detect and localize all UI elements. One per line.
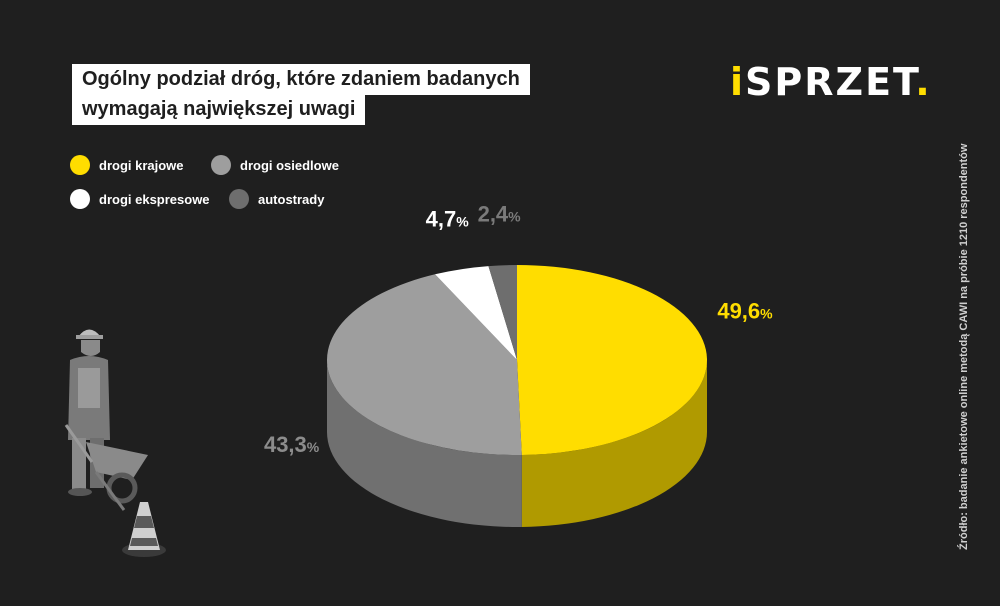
legend-label: drogi osiedlowe <box>240 157 339 173</box>
road-worker-illustration <box>64 329 166 557</box>
legend-swatch <box>70 189 90 209</box>
pie-slice-3 <box>435 266 517 360</box>
pie-slice-1 <box>517 265 708 455</box>
legend-item-drogi-krajowe: drogi krajowe <box>70 155 184 175</box>
data-label-4: 2,4% <box>478 202 522 227</box>
pie-slice-4 <box>488 265 517 360</box>
data-label-2: 43,3% <box>264 432 320 457</box>
legend-swatch <box>70 155 90 175</box>
legend-item-autostrady: autostrady <box>229 189 324 209</box>
legend-swatch <box>211 155 231 175</box>
legend-label: drogi ekspresowe <box>99 191 210 207</box>
legend-label: drogi krajowe <box>99 157 184 173</box>
pie-slice-side-2 <box>327 360 522 527</box>
legend-label: autostrady <box>258 191 325 207</box>
legend-swatch <box>229 189 249 209</box>
chart-title-line1: Ogólny podział dróg, które zdaniem badan… <box>72 64 530 95</box>
logo-dot: . <box>915 60 932 104</box>
pie-slice-side-1 <box>521 360 707 527</box>
legend-item-drogi-osiedlowe: drogi osiedlowe <box>211 155 339 175</box>
isprzet-logo: iSPRZET. <box>730 60 932 104</box>
chart-title-line2: wymagają największej uwagi <box>72 94 366 125</box>
logo-accent: i <box>730 60 746 104</box>
data-label-3: 4,7% <box>426 206 470 231</box>
logo-main: SPRZET <box>745 60 916 104</box>
pie-slice-2 <box>326 274 522 455</box>
data-label-1: 49,6% <box>717 299 773 324</box>
legend-item-drogi-ekspresowe: drogi ekspresowe <box>70 189 210 209</box>
